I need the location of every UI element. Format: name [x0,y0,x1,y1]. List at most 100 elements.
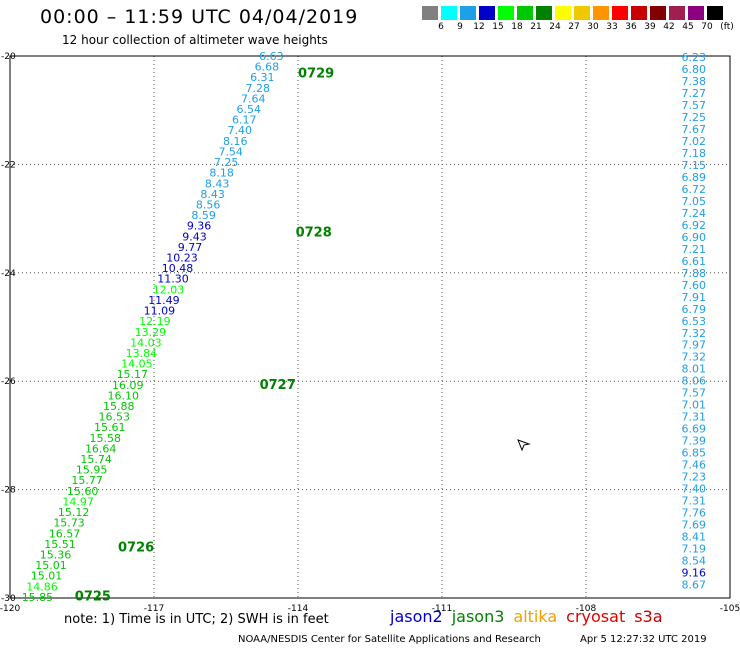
wave-height-label: 7.05 [682,195,707,208]
wave-height-label: 16.64 [85,442,117,455]
pass-time-label: 0727 [260,378,296,393]
scale-swatch [707,6,723,20]
footer-timestamp: Apr 5 12:27:32 UTC 2019 [580,634,707,645]
y-tick-label: -30 [1,594,16,604]
wave-height-label: 7.67 [682,123,707,136]
wave-height-label: 7.02 [682,135,707,148]
wave-height-label: 12.03 [153,283,185,296]
wave-height-label: 16.53 [99,411,131,424]
scale-swatch [479,6,495,20]
wave-height-label: 6.63 [259,50,284,63]
grid-lines [10,56,730,598]
wave-height-label: 11.09 [144,305,176,318]
wave-height-label: 6.53 [682,315,707,328]
wave-height-label: 6.23 [682,51,707,64]
satellite-legend: jason2 jason3 altika cryosat s3a [390,607,672,626]
wave-height-label: 6.61 [682,255,707,268]
scale-swatch [517,6,533,20]
wave-height-label: 7.23 [682,471,707,484]
wave-height-label: 6.90 [682,231,707,244]
wave-height-label: 7.28 [246,82,271,95]
scale-label: 18 [511,22,523,32]
scale-label: 15 [492,22,504,32]
wave-height-label: 15.01 [35,559,67,572]
wave-height-label: 7.25 [682,111,707,124]
wave-height-label: 15.95 [76,464,108,477]
wave-height-label: 15.60 [67,485,99,498]
x-tick-label: -114 [288,604,309,614]
wave-height-label: 12.19 [139,315,171,328]
wave-height-label: 6.80 [682,63,707,76]
pass-time-labels: 072907280727072607250505006 [75,66,334,604]
wave-height-label: 15.74 [80,453,112,466]
wave-height-label: 6.92 [682,219,707,232]
wave-height-label: 7.88 [682,267,707,280]
pass-time-label: 0729 [298,66,334,81]
scale-label: 70 [701,22,713,32]
wave-height-label: 7.32 [682,351,707,364]
wave-height-label: 7.40 [682,483,707,496]
wave-height-label: 7.91 [682,291,707,304]
pass-time-label: 0728 [296,226,332,241]
scale-swatch [536,6,552,20]
y-tick-label: -26 [1,377,16,387]
wave-height-label: 8.06 [682,375,707,388]
wave-height-label: 14.05 [121,358,153,371]
wave-height-label: 7.57 [682,99,707,112]
x-tick-label: -117 [144,604,164,614]
scale-label: 21 [530,22,542,32]
wave-height-label: 6.85 [682,447,707,460]
scale-label: 36 [625,22,637,32]
wave-height-label: 7.39 [682,435,707,448]
x-tick-label: -111 [432,604,452,614]
scale-swatch [612,6,628,20]
wave-height-label: 11.30 [157,273,189,286]
chart-title: 00:00 – 11:59 UTC 04/04/2019 [40,6,359,28]
scale-label: 33 [606,22,618,32]
wave-height-label: 7.97 [682,339,707,352]
satellite-legend-altika: altika [513,607,558,626]
wave-height-label: 8.18 [209,167,234,180]
plot-frame [9,55,731,599]
wave-height-label: 7.19 [682,542,707,555]
wave-height-label: 15.51 [44,538,76,551]
mouse-cursor-icon [517,436,531,455]
wave-height-points: 6.636.686.317.287.646.546.177.408.167.54… [22,50,707,604]
wave-height-label: 8.43 [200,188,225,201]
wave-height-label: 7.38 [682,75,707,88]
scale-swatch [574,6,590,20]
scale-swatch [422,6,438,20]
satellite-legend-s3a: s3a [634,607,663,626]
wave-height-label: 7.31 [682,411,707,424]
wave-height-label: 15.01 [31,570,63,583]
wave-height-label: 11.49 [148,294,180,307]
wave-height-label: 6.31 [250,71,275,84]
wave-height-label: 15.85 [22,591,54,604]
wave-height-label: 15.58 [89,432,121,445]
wave-height-label: 8.41 [682,531,707,544]
scale-swatch [631,6,647,20]
wave-height-label: 16.09 [112,379,144,392]
scale-label: 45 [682,22,694,32]
wave-height-label: 7.25 [214,156,239,169]
wave-height-label: 7.24 [682,207,707,220]
wave-height-label: 6.68 [255,61,280,74]
scale-unit: (ft) [720,22,734,32]
wave-height-label: 15.12 [58,506,90,519]
wave-height-label: 9.16 [682,566,707,579]
satellite-legend-jason2: jason2 [390,607,443,626]
wave-height-label: 13.84 [126,347,158,360]
wave-height-label: 14.97 [62,495,94,508]
scale-swatch [593,6,609,20]
scale-swatch [460,6,476,20]
wave-height-label: 16.10 [108,389,140,402]
wave-height-label: 6.54 [237,103,262,116]
wave-height-label: 7.64 [241,92,266,105]
axis-tick-labels: -120 -117 -114 -111 -108 -105 -20 -22 -24 -26 -28 -… [0,52,740,614]
wave-height-label: 15.73 [53,517,85,530]
wave-height-label: 15.17 [117,368,149,381]
wave-height-label: 7.69 [682,519,707,532]
wave-height-label: 15.88 [103,400,135,413]
footer-note: note: 1) Time is in UTC; 2) SWH is in fe… [64,612,329,627]
wave-height-label: 7.18 [682,147,707,160]
